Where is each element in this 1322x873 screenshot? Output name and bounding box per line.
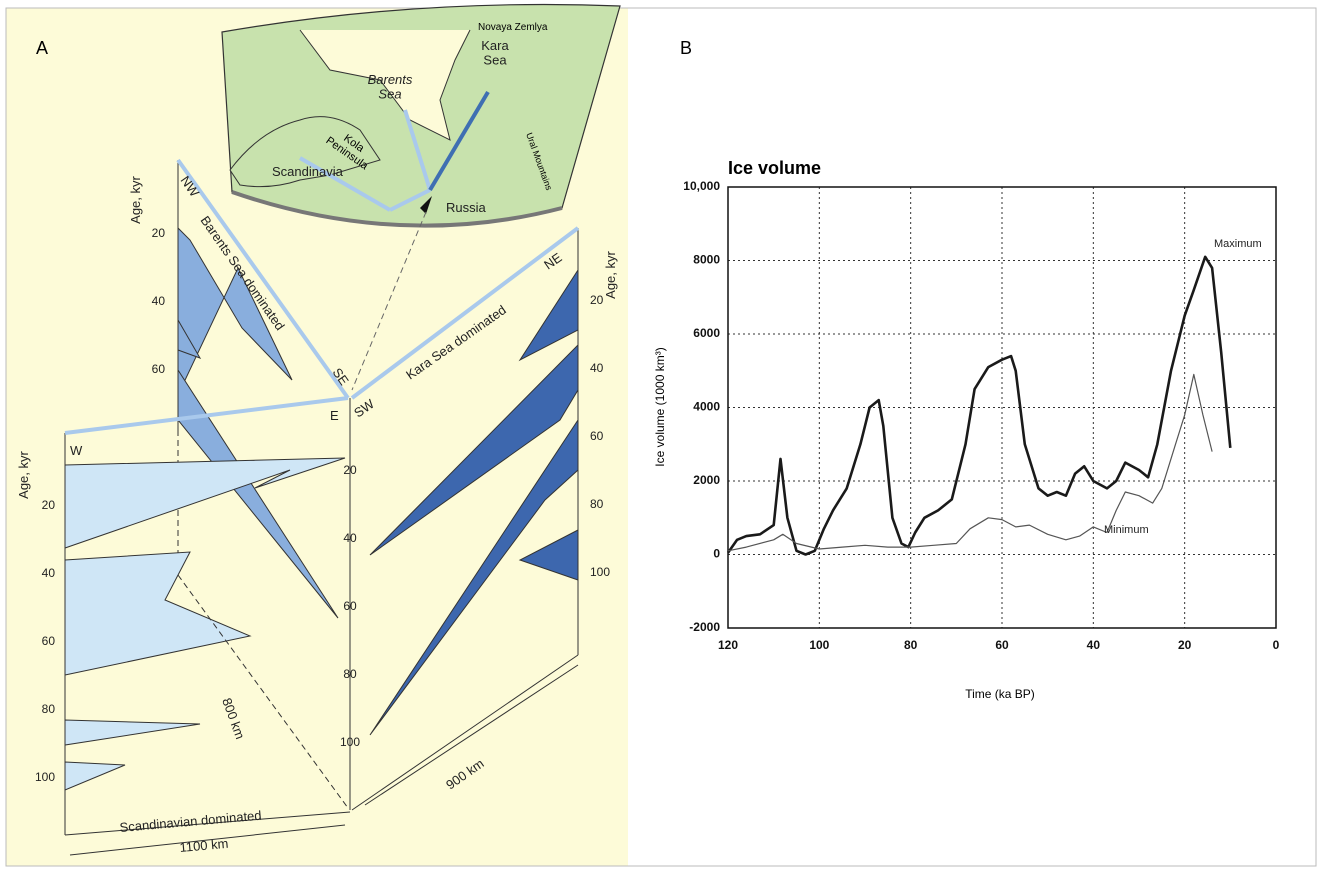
age-tick-label: 40 xyxy=(343,531,357,545)
axis-title: Age, kyr xyxy=(16,450,31,498)
series-label: Maximum xyxy=(1214,238,1262,250)
age-tick-label: 20 xyxy=(343,463,357,477)
y-tick-label: -2000 xyxy=(689,620,720,634)
x-tick-label: 60 xyxy=(995,638,1009,652)
age-tick-label: 20 xyxy=(152,226,166,240)
figure: A Novaya Zemlya BarentsSea KaraSea Scand… xyxy=(0,0,1322,868)
y-tick-label: 2000 xyxy=(693,473,720,487)
y-tick-label: 0 xyxy=(713,547,720,561)
axis-title: Age, kyr xyxy=(603,250,618,298)
panel-letter: B xyxy=(680,38,692,58)
age-tick-label: 40 xyxy=(590,361,604,375)
map-label: Scandinavia xyxy=(272,164,344,179)
age-tick-label: 100 xyxy=(340,735,360,749)
x-tick-label: 40 xyxy=(1087,638,1101,652)
age-tick-label: 80 xyxy=(343,667,357,681)
age-tick-label: 60 xyxy=(343,599,357,613)
series-label: Minimum xyxy=(1104,524,1149,536)
age-tick-label: 60 xyxy=(152,362,166,376)
age-tick-label: 100 xyxy=(590,565,610,579)
y-tick-label: 4000 xyxy=(693,400,720,414)
axis-title: Age, kyr xyxy=(128,175,143,223)
age-tick-label: 60 xyxy=(590,429,604,443)
y-axis-title: Ice volume (1000 km³) xyxy=(653,347,667,466)
corner-label: E xyxy=(330,408,339,423)
x-axis-title: Time (ka BP) xyxy=(965,687,1035,701)
x-tick-label: 120 xyxy=(718,638,738,652)
age-tick-label: 40 xyxy=(42,566,56,580)
age-tick-label: 20 xyxy=(42,498,56,512)
x-tick-label: 20 xyxy=(1178,638,1192,652)
map-label: Russia xyxy=(446,200,487,215)
x-tick-label: 80 xyxy=(904,638,918,652)
age-tick-label: 80 xyxy=(42,702,56,716)
map-label: Novaya Zemlya xyxy=(478,22,548,33)
y-tick-label: 6000 xyxy=(693,326,720,340)
age-tick-label: 100 xyxy=(35,770,55,784)
age-tick-label: 60 xyxy=(42,634,56,648)
age-tick-label: 80 xyxy=(590,497,604,511)
corner-label: W xyxy=(70,443,83,458)
panel-letter: A xyxy=(36,38,48,58)
y-tick-label: 10,000 xyxy=(683,179,720,193)
age-tick-label: 20 xyxy=(590,293,604,307)
y-tick-label: 8000 xyxy=(693,253,720,267)
x-tick-label: 100 xyxy=(809,638,829,652)
age-tick-label: 40 xyxy=(152,294,166,308)
x-tick-label: 0 xyxy=(1273,638,1280,652)
chart-title: Ice volume xyxy=(728,158,821,178)
